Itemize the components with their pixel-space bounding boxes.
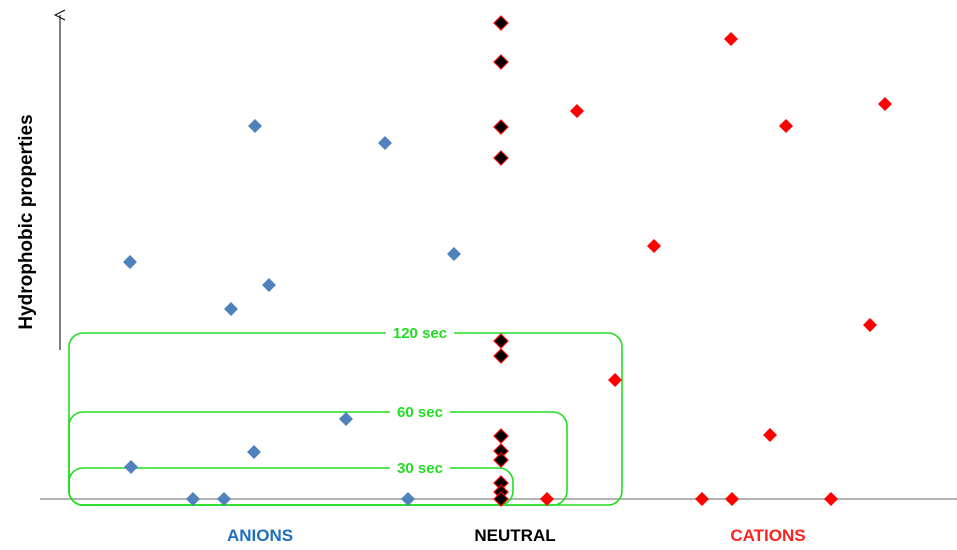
time-window-label-bg (390, 459, 450, 477)
cations-point (763, 428, 777, 442)
cations-point (608, 373, 622, 387)
y-axis-label: Hydrophobic properties (16, 114, 37, 329)
neutral-point (493, 119, 509, 135)
data-points (123, 15, 892, 507)
anions-point (217, 492, 231, 506)
time-window-box (68, 411, 568, 506)
category-label-cations: CATIONS (730, 526, 805, 545)
cations-point (695, 492, 709, 506)
time-window-box (68, 467, 514, 506)
anions-point (447, 247, 461, 261)
time-window-label-bg (390, 403, 450, 421)
time-windows: 120 sec 60 sec 30 sec (68, 324, 623, 506)
anions-point (224, 302, 238, 316)
time-window-label: 30 sec (397, 460, 443, 477)
anions-point (186, 492, 200, 506)
anions-point (248, 119, 262, 133)
cations-point (725, 492, 739, 506)
cations-point (779, 119, 793, 133)
cations-point (570, 104, 584, 118)
neutral-point (493, 452, 509, 468)
anions-point (378, 136, 392, 150)
anions-point (339, 412, 353, 426)
anions-point (124, 460, 138, 474)
cations-point (647, 239, 661, 253)
cations-point (540, 492, 554, 506)
neutral-point (493, 333, 509, 349)
time-window-label: 60 sec (397, 404, 443, 421)
neutral-point (493, 348, 509, 364)
cations-point (878, 97, 892, 111)
neutral-point (493, 54, 509, 70)
time-window-label-bg (386, 324, 454, 342)
neutral-point (493, 15, 509, 31)
neutral-point (493, 491, 509, 507)
time-window-label: 120 sec (393, 325, 447, 342)
category-label-neutral: NEUTRAL (474, 526, 555, 545)
anions-point (123, 255, 137, 269)
cations-point (824, 492, 838, 506)
anions-point (262, 278, 276, 292)
anions-point (401, 492, 415, 506)
cations-point (724, 32, 738, 46)
neutral-point (493, 150, 509, 166)
anions-point (247, 445, 261, 459)
category-label-anions: ANIONS (227, 526, 293, 545)
cations-point (863, 318, 877, 332)
neutral-point (493, 428, 509, 444)
